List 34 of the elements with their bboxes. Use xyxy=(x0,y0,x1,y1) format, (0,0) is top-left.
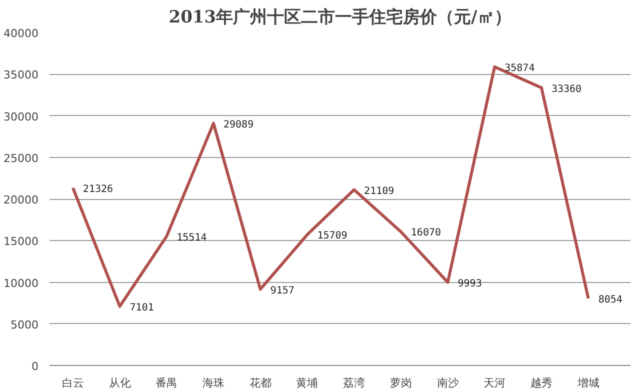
y-tick-label: 25000 xyxy=(4,152,39,165)
data-label: 21326 xyxy=(82,184,114,195)
y-tick-label: 35000 xyxy=(4,68,39,82)
data-label: 15709 xyxy=(317,230,348,242)
y-tick-label: 10000 xyxy=(4,276,39,290)
x-tick-label: 黄埔 xyxy=(296,376,318,390)
x-tick-label: 增城 xyxy=(576,376,600,390)
x-tick-label: 海珠 xyxy=(202,376,224,390)
y-tick-label: 5000 xyxy=(10,318,39,332)
data-label: 21109 xyxy=(364,186,394,197)
x-tick-label: 荔湾 xyxy=(343,376,366,390)
x-tick-label: 从化 xyxy=(108,376,131,390)
y-tick-label: 40000 xyxy=(4,27,39,40)
x-tick-label: 天河 xyxy=(484,376,506,390)
x-tick-label: 萝岗 xyxy=(390,376,412,390)
chart-title: 2013年广州十区二市一手住宅房价（元/㎡） xyxy=(168,8,512,28)
x-tick-label: 白云 xyxy=(62,376,84,390)
data-label: 33360 xyxy=(551,84,582,95)
data-label: 9993 xyxy=(458,278,482,290)
data-label: 15514 xyxy=(176,232,207,244)
y-tick-label: 30000 xyxy=(4,110,39,124)
data-label: 29089 xyxy=(223,119,254,130)
y-tick-label: 20000 xyxy=(4,194,39,206)
x-tick-label: 南沙 xyxy=(436,376,459,390)
x-tick-label: 花都 xyxy=(249,376,272,390)
data-label: 7101 xyxy=(130,302,154,314)
data-label: 8054 xyxy=(598,294,622,306)
y-tick-label: 15000 xyxy=(4,235,39,248)
data-label: 35874 xyxy=(504,62,535,74)
data-label: 16070 xyxy=(410,228,442,239)
data-label: 9157 xyxy=(270,285,294,296)
y-tick-label: 0 xyxy=(32,360,38,373)
x-tick-label: 番禺 xyxy=(156,376,178,390)
x-tick-label: 越秀 xyxy=(530,376,552,390)
